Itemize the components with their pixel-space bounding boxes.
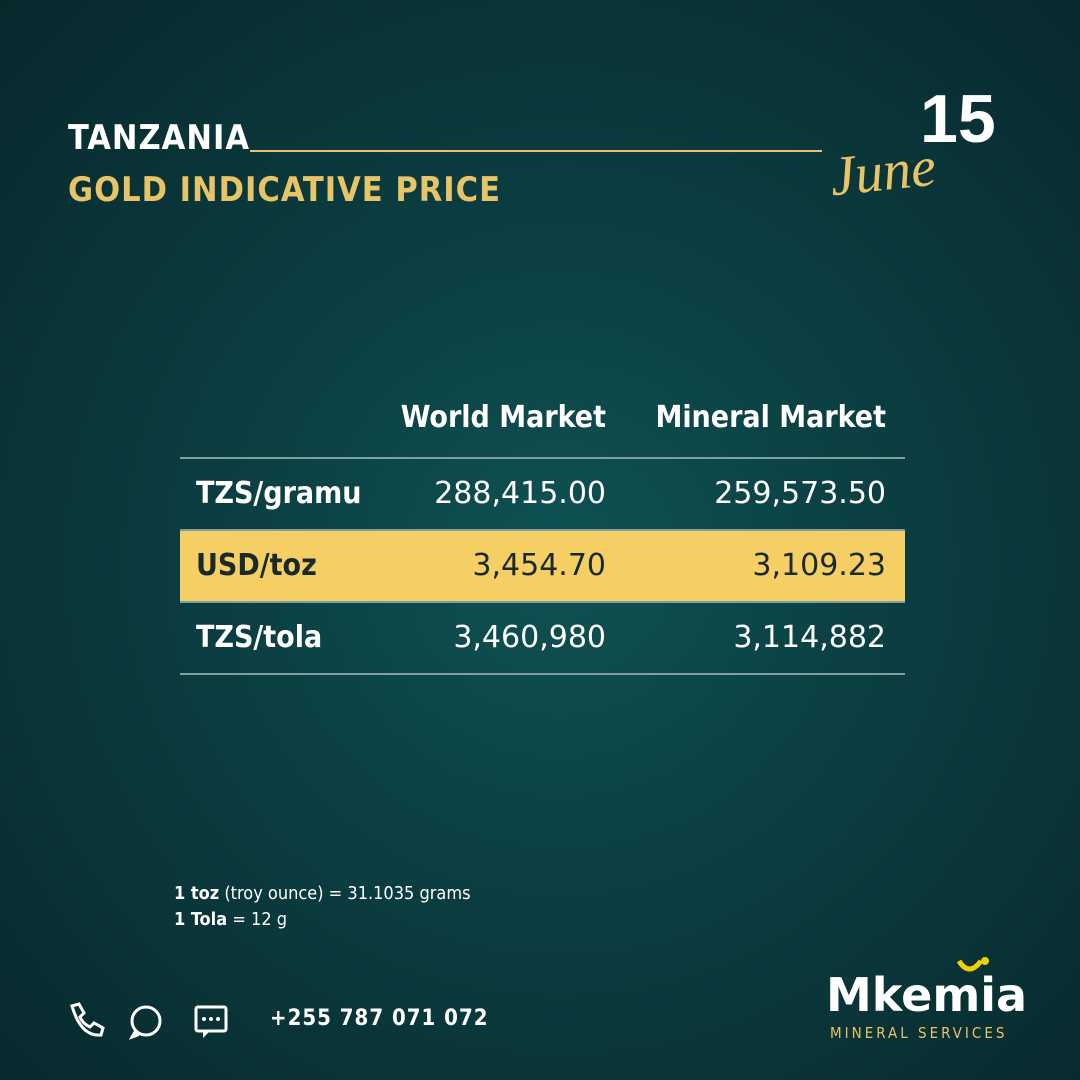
column-header: Mineral Market [655,400,886,435]
note: 1 Tola = 12 g [174,909,287,930]
note: 1 toz (troy ounce) = 31.1035 grams [174,883,471,904]
cell-value: 3,109.23 [752,548,886,583]
logo-dot [981,957,989,965]
day: 15 [920,81,996,157]
title: GOLD INDICATIVE PRICE [68,170,502,210]
row-label: TZS/gramu [196,476,362,511]
chat-tail [203,1031,210,1038]
phone-icon [70,1002,105,1037]
phone-number: +255 787 071 072 [270,1006,489,1031]
month: June [827,135,939,209]
logo-swoosh [956,959,983,972]
divider [250,150,822,152]
row-divider [180,673,905,675]
row-divider [180,601,905,603]
cell-value: 259,573.50 [714,476,886,511]
contact-icons [70,1002,228,1040]
logo-mark [956,957,989,972]
whatsapp-icon [130,1005,162,1037]
row-label: TZS/tola [196,620,323,655]
cell-value: 3,114,882 [733,620,886,655]
column-header: World Market [400,400,606,435]
chat-dot [202,1017,206,1021]
note-text: = 12 g [232,909,288,930]
row-label: USD/toz [196,548,317,583]
note-term: 1 Tola [174,909,228,930]
country: TANZANIA [68,118,251,158]
cell-value: 3,460,980 [453,620,606,655]
row-divider [180,529,905,531]
chat-dot [216,1017,220,1021]
row-divider [180,457,905,459]
brand-tagline: MINERAL SERVICES [830,1024,1008,1042]
chat-icon [194,1005,228,1033]
chat-dot [209,1017,213,1021]
brand-name: Mkemia [826,968,1028,1022]
table-row: TZS/tola 3,460,980 3,114,882 [180,603,905,673]
table-row: USD/toz 3,454.70 3,109.23 [180,531,905,601]
cell-value: 288,415.00 [434,476,606,511]
cell-value: 3,454.70 [472,548,606,583]
table-row: TZS/gramu 288,415.00 259,573.50 [180,459,905,529]
note-term: 1 toz [174,883,220,904]
note-text: (troy ounce) = 31.1035 grams [224,883,471,904]
whatsapp-tail [128,1030,140,1040]
